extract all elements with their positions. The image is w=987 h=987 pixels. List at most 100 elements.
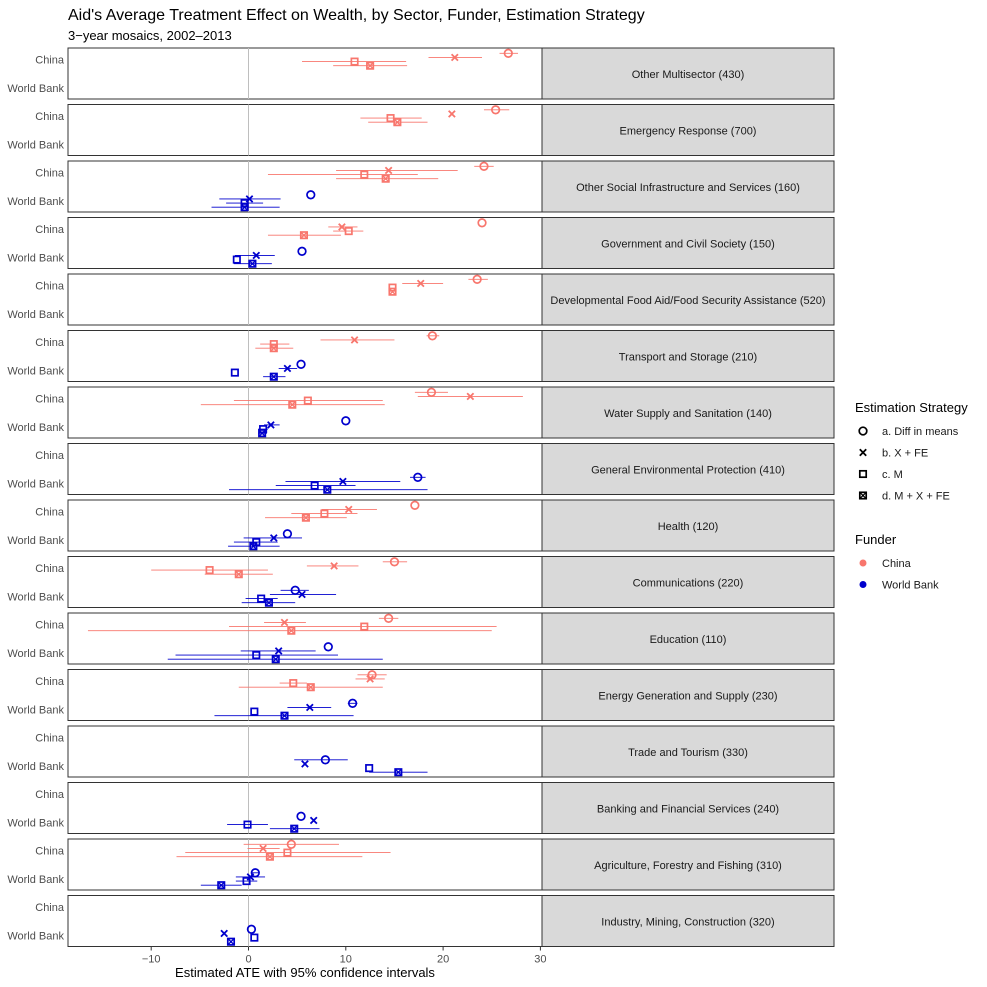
legend-label-m: c. M xyxy=(882,469,903,481)
y-tick-label-china: China xyxy=(35,337,65,349)
panel-8: Health (120) China World Bank xyxy=(7,499,835,552)
strip-label: Developmental Food Aid/Food Security Ass… xyxy=(550,295,825,307)
panel-12: Trade and Tourism (330) China World Bank xyxy=(7,725,835,778)
y-tick-label-china: China xyxy=(35,450,65,462)
panel-frame xyxy=(67,725,543,778)
point-wb-m-x-fe xyxy=(394,768,403,777)
point-china-x-fe xyxy=(416,279,425,288)
point-wb-diff-in-means xyxy=(341,416,351,426)
panel-10: Education (110) China World Bank xyxy=(7,612,835,665)
chart-title: Aid's Average Treatment Effect on Wealth… xyxy=(68,7,645,24)
panel-3: Government and Civil Society (150) China W… xyxy=(7,217,835,269)
panel-frame xyxy=(67,782,543,834)
strip-background xyxy=(541,104,835,156)
point-china-diff-in-means xyxy=(383,613,394,623)
strip-label: General Environmental Protection (410) xyxy=(591,465,785,477)
x-axis: −10 0 10 20 30 xyxy=(142,946,547,966)
y-tick-label-china: China xyxy=(35,733,65,745)
x-tick-label: 30 xyxy=(534,954,546,966)
point-wb-m xyxy=(232,255,241,264)
strip-label: Banking and Financial Services (240) xyxy=(597,804,779,816)
x-tick-label: 10 xyxy=(340,954,352,966)
point-wb-diff-in-means xyxy=(296,359,306,369)
point-wb-x-fe xyxy=(274,647,283,655)
legend-funder: Funder China World Bank xyxy=(855,532,939,592)
legend-key-m-x-fe xyxy=(858,491,868,500)
y-tick-label-worldbank: World Bank xyxy=(7,83,64,95)
point-china-m xyxy=(205,566,214,575)
x-tick-label: 0 xyxy=(245,954,251,966)
point-china-x-fe xyxy=(466,392,475,401)
point-china-diff-in-means xyxy=(490,105,501,115)
strip-background xyxy=(541,782,835,834)
legend-label-x-fe: b. X + FE xyxy=(882,448,928,460)
strip-label: Agriculture, Forestry and Fishing (310) xyxy=(594,860,782,872)
point-china-m xyxy=(360,622,369,631)
strip-label: Government and Civil Society (150) xyxy=(601,239,775,251)
y-tick-label-worldbank: World Bank xyxy=(7,818,64,830)
y-tick-label-china: China xyxy=(35,902,65,914)
point-wb-x-fe xyxy=(267,421,275,429)
y-tick-label-worldbank: World Bank xyxy=(7,309,64,321)
y-tick-label-worldbank: World Bank xyxy=(7,196,64,208)
point-china-x-fe xyxy=(259,844,267,853)
y-tick-label-worldbank: World Bank xyxy=(7,705,64,717)
panel-frame xyxy=(67,895,543,947)
y-tick-label-china: China xyxy=(35,846,65,858)
point-china-m xyxy=(386,114,395,123)
strip-background xyxy=(541,330,835,382)
point-wb-m xyxy=(250,707,259,716)
y-tick-label-worldbank: World Bank xyxy=(7,592,64,604)
strip-background xyxy=(541,160,835,213)
strip-background xyxy=(541,499,835,552)
point-china-m xyxy=(303,396,312,405)
point-wb-diff-in-means xyxy=(413,472,423,482)
legend-key-diff-in-means xyxy=(858,426,868,436)
point-china-m xyxy=(360,170,369,179)
chart-subtitle: 3−year mosaics, 2002–2013 xyxy=(68,28,232,43)
point-wb-x-fe xyxy=(309,816,318,825)
point-wb-m xyxy=(310,481,319,490)
panel-frame xyxy=(67,612,543,665)
point-wb-x-fe xyxy=(252,251,261,260)
point-china-m-x-fe xyxy=(393,118,402,127)
point-china-m-x-fe xyxy=(287,626,296,635)
legend-funder-title: Funder xyxy=(855,532,897,547)
point-wb-m xyxy=(257,594,266,603)
strip-background xyxy=(541,217,835,269)
point-china-m-x-fe xyxy=(234,570,243,579)
panel-frame xyxy=(67,330,543,382)
point-china-m-x-fe xyxy=(388,287,397,296)
point-wb-m xyxy=(243,820,252,829)
point-china-x-fe xyxy=(384,166,393,175)
point-china-diff-in-means xyxy=(286,839,296,849)
point-wb-x-fe xyxy=(339,477,347,486)
point-wb-m-x-fe xyxy=(271,655,280,664)
strip-label: Communications (220) xyxy=(633,578,744,590)
y-tick-label-china: China xyxy=(35,789,65,801)
strip-background xyxy=(541,443,835,495)
y-tick-label-worldbank: World Bank xyxy=(7,535,64,547)
y-tick-label-china: China xyxy=(35,168,65,180)
panel-frame xyxy=(67,443,543,495)
point-wb-m-x-fe xyxy=(258,429,267,438)
point-wb-m-x-fe xyxy=(248,259,257,268)
point-wb-m xyxy=(230,368,239,377)
strip-label: Industry, Mining, Construction (320) xyxy=(601,917,774,929)
panel-13: Banking and Financial Services (240) Chin… xyxy=(7,782,835,834)
point-wb-m xyxy=(365,764,374,773)
point-china-m-x-fe xyxy=(301,513,310,522)
y-tick-label-worldbank: World Bank xyxy=(7,648,64,660)
panel-2: Other Social Infrastructure and Services… xyxy=(7,160,835,213)
legend-key-m xyxy=(858,469,868,479)
x-tick-label: 20 xyxy=(437,954,449,966)
panel-frame xyxy=(67,104,543,156)
point-wb-m-x-fe xyxy=(290,824,299,833)
panel-15: Industry, Mining, Construction (320) Chin… xyxy=(7,895,835,947)
panel-frame xyxy=(67,838,543,891)
point-wb-diff-in-means xyxy=(320,755,331,765)
point-china-x-fe xyxy=(350,336,359,344)
panel-11: Energy Generation and Supply (230) China W… xyxy=(7,669,835,721)
point-wb-x-fe xyxy=(305,703,314,712)
point-china-m xyxy=(289,679,298,688)
